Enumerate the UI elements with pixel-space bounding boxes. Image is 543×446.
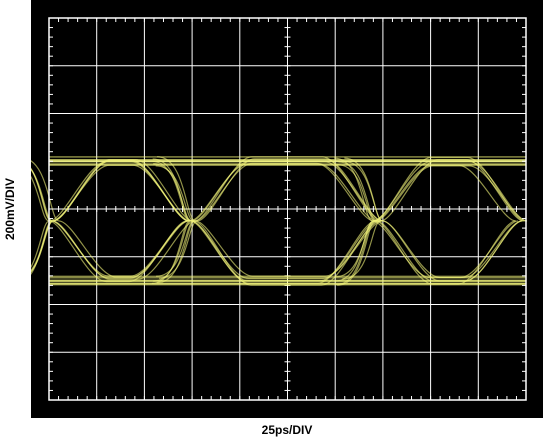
trace-rising-edge bbox=[158, 158, 383, 279]
trace-rising-edge bbox=[335, 164, 516, 286]
eye-diagram-screen bbox=[31, 0, 543, 418]
x-axis-label: 25ps/DIV bbox=[261, 423, 313, 437]
trace-falling-edge bbox=[334, 157, 522, 279]
eye-traces bbox=[31, 156, 528, 286]
trace-falling-edge bbox=[31, 175, 187, 283]
trace-rising-edge bbox=[335, 156, 525, 278]
trace-falling-edge bbox=[344, 157, 519, 279]
trace-rising-edge bbox=[342, 159, 524, 280]
y-axis-label: 200mV/DIV bbox=[0, 0, 20, 418]
trace-rising-edge bbox=[31, 161, 189, 269]
graticule-frame bbox=[48, 17, 527, 401]
trace-falling-edge bbox=[152, 158, 381, 279]
trace-rising-edge bbox=[151, 163, 377, 284]
trace-falling-edge bbox=[31, 168, 196, 280]
graticule-border bbox=[48, 17, 527, 401]
y-axis-scale-text: 200mV/DIV bbox=[3, 177, 18, 241]
trace-rising-edge bbox=[337, 165, 527, 286]
